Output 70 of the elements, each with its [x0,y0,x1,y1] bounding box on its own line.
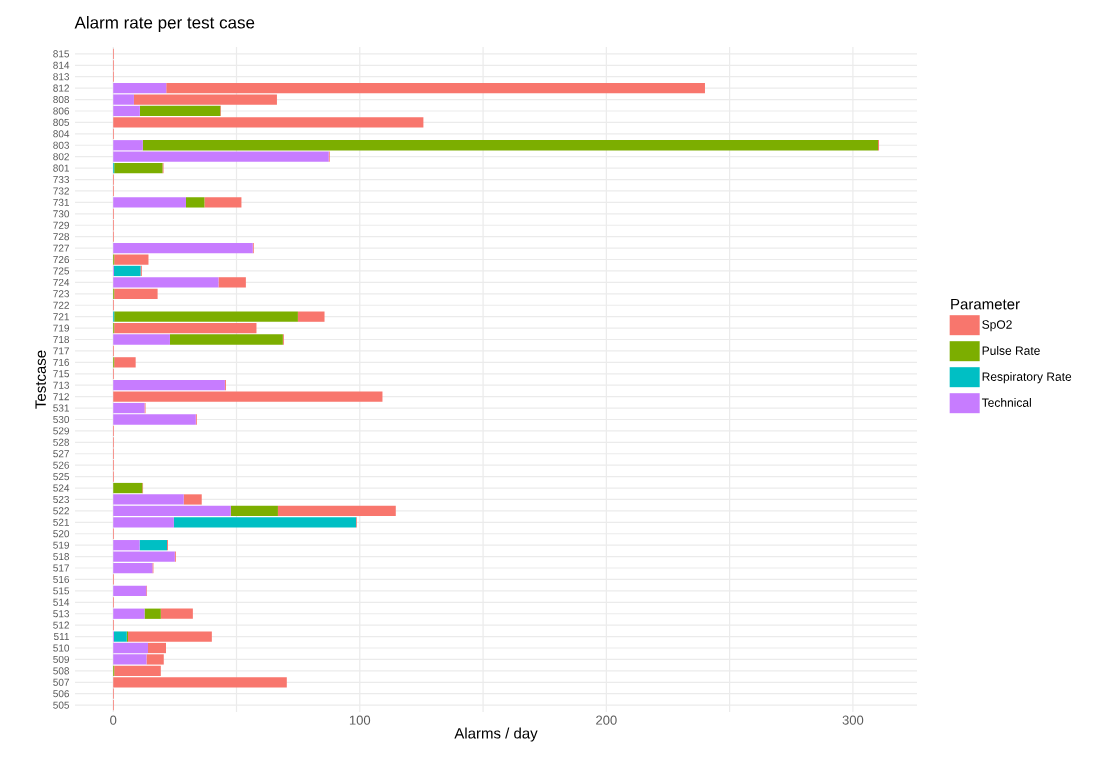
y-tick-label: 805 [53,118,70,126]
y-tick-label: 522 [53,507,69,515]
y-tick-label: 525 [53,473,70,481]
y-tick-label: 802 [53,153,69,161]
y-tick-label: 530 [53,415,70,424]
legend-label: Respiratory Rate [982,372,1072,384]
y-tick-label: 723 [53,290,70,298]
y-tick-label: 511 [53,633,69,641]
y-axis-title: Testcase [35,350,46,409]
x-tick-label: 100 [349,715,371,725]
y-tick-label: 712 [53,393,69,401]
y-tick-label: 812 [53,84,69,92]
y-tick-label: 808 [53,96,70,104]
x-tick-label: 200 [596,715,617,725]
legend-title: Parameter [951,298,1020,310]
y-tick-label: 515 [53,587,70,595]
y-tick-label: 519 [53,541,70,549]
y-tick-label: 717 [53,347,69,355]
y-tick-label: 732 [53,187,69,195]
y-tick-label: 721 [53,313,69,321]
y-tick-label: 728 [53,233,70,241]
y-tick-label: 715 [53,370,70,378]
y-tick-label: 718 [53,335,70,344]
legend-label: Pulse Rate [982,346,1040,355]
y-tick-label: 529 [53,427,70,435]
y-tick-label: 521 [53,518,69,526]
y-tick-label: 722 [53,301,69,309]
y-tick-label: 528 [53,438,70,446]
y-tick-label: 517 [53,564,69,572]
x-tick-label: 0 [110,715,117,725]
y-tick-label: 804 [53,130,70,138]
y-tick-label: 520 [53,530,70,538]
y-tick-label: 813 [53,73,70,81]
y-tick-label: 516 [53,575,70,583]
y-tick-label: 523 [53,495,70,503]
legend-label: SpO2 [982,320,1012,332]
y-tick-label: 508 [53,667,70,675]
y-tick-label: 526 [53,461,70,469]
y-tick-label: 512 [53,621,69,629]
y-tick-label: 801 [53,164,69,172]
y-tick-label: 731 [53,198,69,206]
y-tick-label: 509 [53,655,70,663]
y-tick-label: 531 [53,404,69,412]
y-tick-label: 727 [53,244,69,252]
y-tick-label: 719 [53,324,70,332]
y-tick-label: 803 [53,141,70,149]
y-tick-label: 716 [53,358,70,366]
y-tick-label: 815 [53,50,70,58]
y-tick-label: 518 [53,553,70,561]
y-tick-label: 527 [53,450,69,458]
x-axis-title: Alarms / day [454,727,538,742]
y-tick-label: 724 [53,278,70,286]
y-tick-label: 733 [53,176,70,184]
y-tick-label: 814 [53,61,70,69]
y-tick-label: 505 [53,701,70,709]
y-tick-label: 506 [53,690,70,698]
y-tick-label: 510 [53,644,70,652]
y-tick-label: 513 [53,610,70,618]
y-tick-label: 725 [53,267,70,275]
y-tick-label: 713 [53,381,70,389]
chart-title: Alarm rate per test case [74,16,255,32]
y-tick-label: 514 [53,598,70,606]
y-tick-label: 726 [53,255,70,264]
y-tick-label: 524 [53,484,70,492]
legend-label: Technical [981,398,1031,407]
x-tick-label: 300 [842,715,864,725]
y-tick-label: 729 [53,221,70,229]
y-tick-label: 507 [53,678,69,686]
y-tick-label: 806 [53,107,70,115]
y-tick-label: 730 [53,210,70,218]
